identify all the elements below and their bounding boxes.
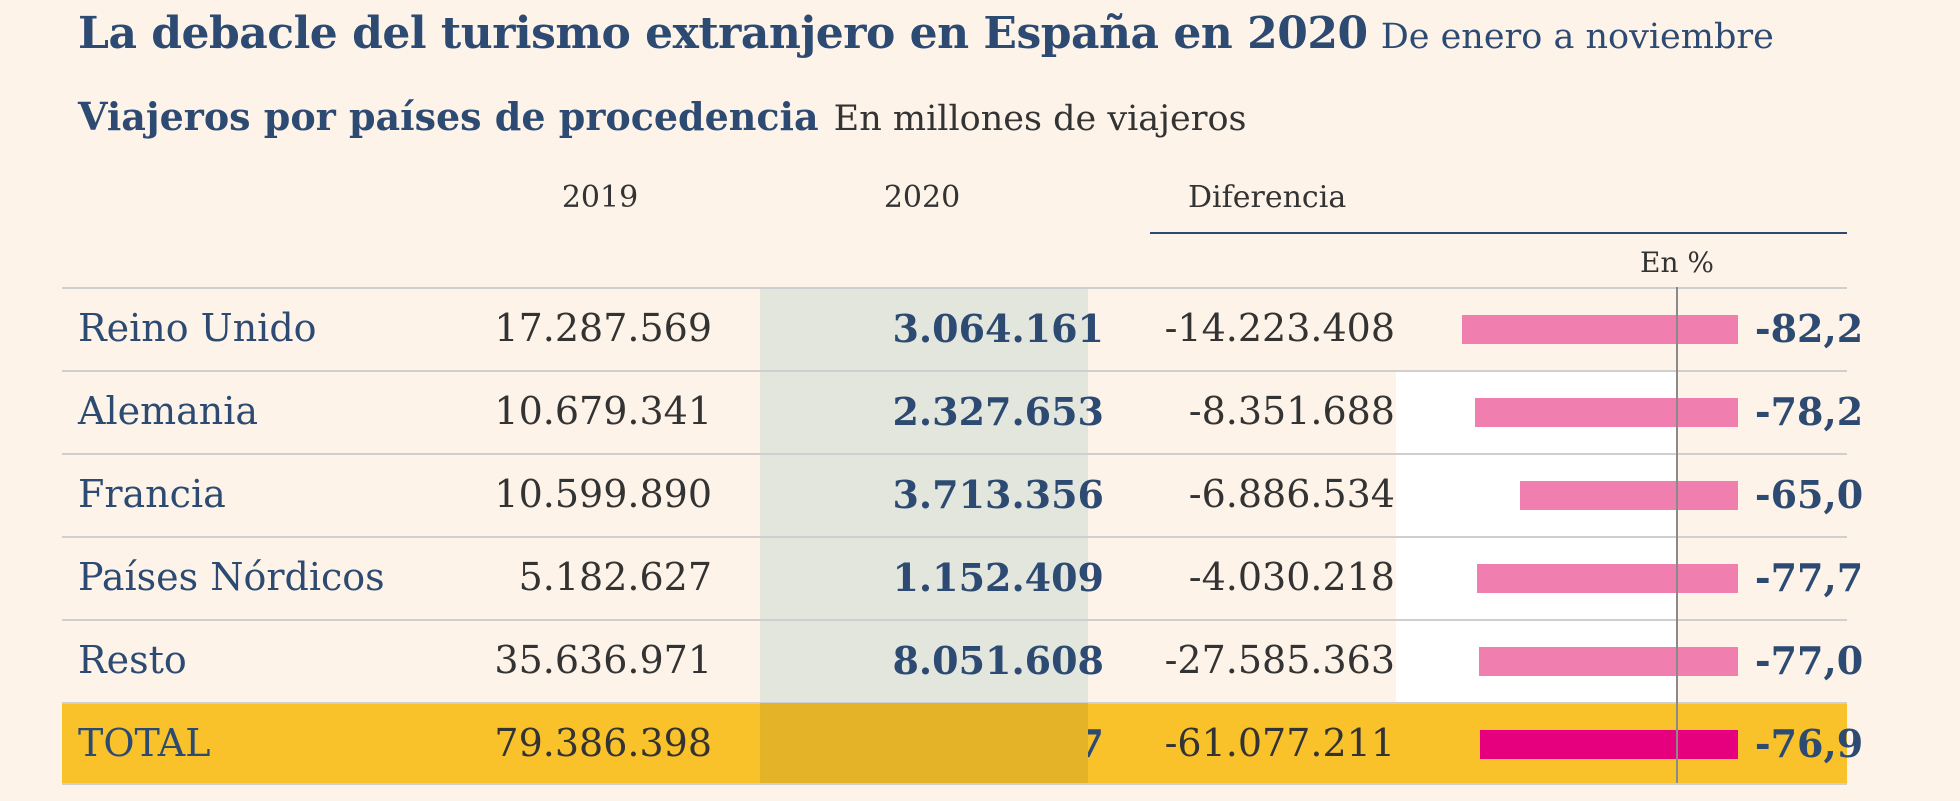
table-row: Reino Unido 17.287.569 3.064.161 -14.223.40… bbox=[62, 287, 1863, 370]
country-name: TOTAL bbox=[78, 721, 211, 765]
table-row: Resto 35.636.971 8.051.608 -27.585.363 -77,0 bbox=[62, 619, 1863, 702]
title-text: La debacle del turismo extranjero en Esp… bbox=[78, 8, 1368, 59]
total-percent-bar bbox=[1479, 730, 1738, 759]
value-diferencia: -14.223.408 bbox=[1164, 306, 1395, 350]
column-2020-total-highlight bbox=[760, 703, 1088, 783]
country-name: Países Nórdicos bbox=[78, 555, 385, 599]
diferencia-underline bbox=[1150, 232, 1847, 234]
value-percent: -77,0 bbox=[1754, 638, 1864, 683]
country-name: Resto bbox=[78, 638, 187, 682]
value-2019: 10.679.341 bbox=[494, 389, 712, 433]
value-diferencia: -8.351.688 bbox=[1188, 389, 1395, 433]
value-2019: 79.386.398 bbox=[494, 721, 712, 765]
value-percent: -82,2 bbox=[1754, 306, 1864, 351]
page-title: La debacle del turismo extranjero en Esp… bbox=[78, 8, 1774, 59]
country-name: Francia bbox=[78, 472, 226, 516]
value-2020: 2.327.653 bbox=[892, 389, 1104, 434]
bar-container bbox=[1402, 455, 1738, 536]
percent-bar bbox=[1475, 398, 1738, 427]
value-percent: -78,2 bbox=[1754, 389, 1864, 434]
value-2019: 5.182.627 bbox=[518, 555, 712, 599]
bar-container bbox=[1402, 621, 1738, 702]
value-2019: 17.287.569 bbox=[494, 306, 712, 350]
table-row: Alemania 10.679.341 2.327.653 -8.351.688 -78… bbox=[62, 370, 1863, 453]
table-row: Francia 10.599.890 3.713.356 -6.886.534 -65,… bbox=[62, 453, 1863, 536]
value-2019: 35.636.971 bbox=[494, 638, 712, 682]
value-2020: 1.152.409 bbox=[892, 555, 1104, 600]
value-diferencia: -6.886.534 bbox=[1188, 472, 1395, 516]
bar-container bbox=[1402, 704, 1738, 783]
value-diferencia: -4.030.218 bbox=[1188, 555, 1395, 599]
value-percent: -76,9 bbox=[1754, 721, 1864, 766]
subtitle-note: En millones de viajeros bbox=[833, 99, 1247, 139]
value-percent: -77,7 bbox=[1754, 555, 1864, 600]
bar-container bbox=[1402, 372, 1738, 453]
country-name: Alemania bbox=[78, 389, 259, 433]
table-row: Países Nórdicos 5.182.627 1.152.409 -4.030.… bbox=[62, 536, 1863, 619]
percent-bar bbox=[1461, 315, 1738, 344]
value-percent: -65,0 bbox=[1754, 472, 1864, 517]
bar-container bbox=[1402, 538, 1738, 619]
subtitle-text: Viajeros por países de procedencia bbox=[78, 94, 819, 139]
value-2019: 10.599.890 bbox=[494, 472, 712, 516]
percent-bar bbox=[1519, 481, 1738, 510]
value-diferencia: -61.077.211 bbox=[1164, 721, 1395, 765]
title-note: De enero a noviembre bbox=[1380, 17, 1774, 57]
value-2020: 3.713.356 bbox=[892, 472, 1104, 517]
column-header-percent: En % bbox=[1640, 246, 1714, 279]
column-header-2020: 2020 bbox=[883, 180, 961, 215]
bar-zero-axis bbox=[1676, 287, 1678, 783]
country-name: Reino Unido bbox=[78, 306, 317, 350]
bar-container bbox=[1402, 289, 1738, 370]
column-header-diferencia: Diferencia bbox=[1188, 180, 1347, 215]
value-2020: 8.051.608 bbox=[892, 638, 1104, 683]
page-subtitle: Viajeros por países de procedencia En mi… bbox=[78, 94, 1246, 139]
value-2020: 3.064.161 bbox=[892, 306, 1104, 351]
percent-bar bbox=[1476, 564, 1738, 593]
column-2020-highlight bbox=[760, 287, 1088, 703]
column-header-2019: 2019 bbox=[561, 180, 639, 215]
value-diferencia: -27.585.363 bbox=[1164, 638, 1395, 682]
percent-bar bbox=[1479, 647, 1738, 676]
data-table: Reino Unido 17.287.569 3.064.161 -14.223.40… bbox=[62, 287, 1863, 785]
